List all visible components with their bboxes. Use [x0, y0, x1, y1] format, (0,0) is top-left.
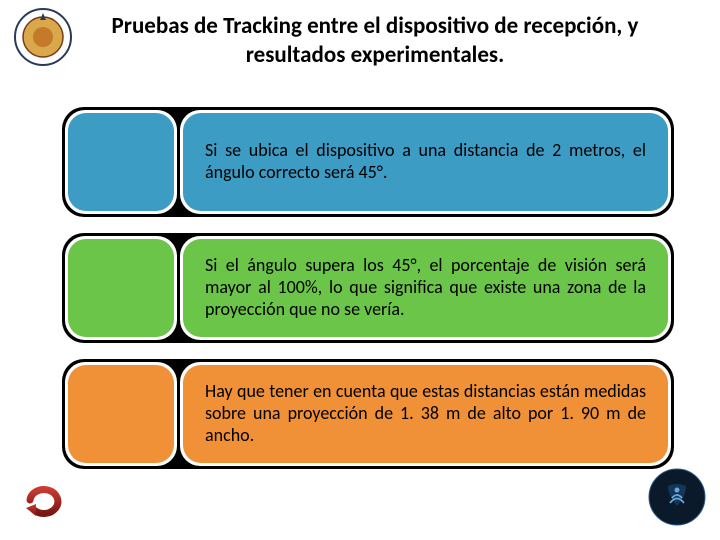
row-accent-1	[68, 113, 174, 211]
institution-logo-bottom	[648, 468, 706, 526]
row-accent-3	[68, 365, 174, 463]
row-accent-2	[68, 239, 174, 337]
info-row-3: Hay que tener en cuenta que estas distan…	[62, 359, 674, 469]
row-text-3: Hay que tener en cuenta que estas distan…	[205, 381, 646, 447]
info-row-1: Si se ubica el dispositivo a una distanc…	[62, 107, 674, 217]
row-text-2: Si el ángulo supera los 45°, el porcenta…	[205, 255, 646, 321]
refresh-icon	[22, 482, 66, 518]
row-text-1: Si se ubica el dispositivo a una distanc…	[205, 140, 646, 184]
page-title: Pruebas de Tracking entre el dispositivo…	[70, 12, 680, 70]
info-row-2: Si el ángulo supera los 45°, el porcenta…	[62, 233, 674, 343]
institution-logo-top	[14, 8, 72, 66]
